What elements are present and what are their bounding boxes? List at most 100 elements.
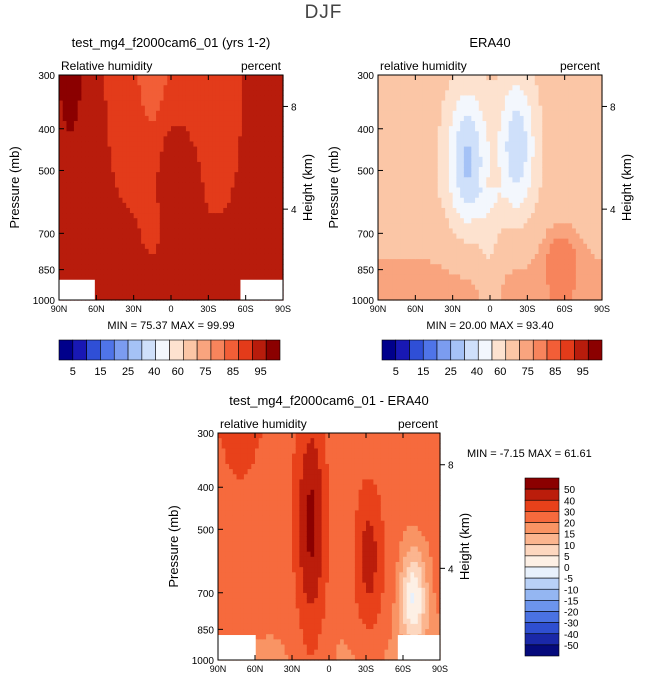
panel-1-cell <box>182 284 187 291</box>
panel-2-cell <box>512 248 517 255</box>
panel-1-cell <box>204 100 209 107</box>
panel-2-cell <box>430 253 435 260</box>
panel-2-cell <box>538 172 543 178</box>
panel-1-cell <box>219 131 224 137</box>
panel-1-cell <box>137 172 142 178</box>
panel-2-cell <box>493 161 499 168</box>
panel-2-cell <box>404 75 409 81</box>
panel-2-cell <box>553 182 558 189</box>
panel-1-cell <box>182 238 187 245</box>
panel-1-cell <box>81 75 86 81</box>
panel-1-cell <box>197 243 202 250</box>
panel-2-cell <box>564 100 569 107</box>
panel-2-cell <box>456 218 461 224</box>
panel-1-cell <box>85 187 90 194</box>
panel-1-cell <box>182 75 187 81</box>
panel-1-cell <box>85 151 90 158</box>
panel-1-cell <box>185 279 191 286</box>
panel-2-cell <box>441 238 446 245</box>
panel-2-cell <box>512 85 517 91</box>
panel-2-cell <box>430 136 435 143</box>
panel-2-cell <box>568 269 573 276</box>
panel-2-cell <box>538 243 543 250</box>
panel-1-cell <box>219 75 224 81</box>
panel-1-cell <box>178 253 183 260</box>
panel-2-cell <box>519 182 525 189</box>
panel-2-cell <box>467 126 472 132</box>
panel-1-cell <box>178 90 183 97</box>
panel-1-cell <box>122 228 127 235</box>
panel-1-cell <box>167 279 172 286</box>
panel-1-cell <box>185 161 191 168</box>
panel-1-cell <box>241 233 247 240</box>
panel-2-cell <box>542 243 547 250</box>
panel-1-cell <box>148 172 153 178</box>
panel-2-cell <box>400 192 405 199</box>
panel-1-cell <box>279 202 284 209</box>
panel-1-cell <box>111 207 116 214</box>
panel-1-cell <box>182 289 187 296</box>
panel-1-cell <box>215 151 221 158</box>
panel-2-cell <box>516 151 521 158</box>
panel-1-cell <box>189 177 194 183</box>
panel-2-cell <box>527 187 532 194</box>
panel-1-cell <box>167 253 172 260</box>
panel-2-cell <box>419 248 424 255</box>
panel-1-cell <box>107 243 112 250</box>
panel-2-cell <box>519 238 525 245</box>
panel-2-cell <box>389 105 394 112</box>
panel-1-cell <box>189 75 194 81</box>
panel-1-cell <box>73 248 79 255</box>
panel-1-cell <box>126 197 131 204</box>
panel-1-cell <box>88 100 94 107</box>
panel-1-cell <box>126 90 131 97</box>
panel-1-cell <box>204 284 209 291</box>
panel-2-cell <box>486 141 491 148</box>
panel-2-cell <box>471 141 476 148</box>
panel-1-cell <box>73 264 79 270</box>
panel-1-cell <box>126 95 131 102</box>
panel-2-cell <box>471 121 476 127</box>
colorbar-1-label: 60 <box>172 366 184 378</box>
panel-1-cell <box>88 274 94 281</box>
panel-2-cell <box>557 80 562 86</box>
panel-1-cell <box>88 187 94 194</box>
panel-1-cell <box>249 187 254 194</box>
panel-1-cell <box>223 156 228 163</box>
panel-2-cell <box>504 85 510 91</box>
panel-2-cell <box>504 182 510 189</box>
panel-1-cell <box>167 100 172 107</box>
panel-1-cell <box>223 161 228 168</box>
panel-1-cell <box>275 131 280 137</box>
panel-1-cell <box>212 151 217 158</box>
panel-2-cell <box>392 131 398 137</box>
panel-1-cell <box>96 289 101 296</box>
panel-1-cell <box>163 187 168 194</box>
panel-1-cell <box>159 294 165 301</box>
panel-1-cell <box>62 126 68 132</box>
panel-1-cell <box>264 177 269 183</box>
panel-2-cell <box>422 85 428 91</box>
panel-1-cell <box>126 177 131 183</box>
panel-1-cell <box>208 126 213 132</box>
panel-1-cell <box>144 90 150 97</box>
panel-1-cell <box>171 167 176 173</box>
panel-1-cell <box>185 136 191 143</box>
panel-1-cell <box>253 90 258 97</box>
panel-2-cell <box>437 274 443 281</box>
panel-1-cell <box>204 253 209 260</box>
panel-2-cell <box>411 80 416 86</box>
panel-1-cell <box>88 126 94 132</box>
panel-2-cell <box>381 95 387 102</box>
panel-2-cell <box>508 156 513 163</box>
panel-2-cell <box>475 259 480 265</box>
panel-1-cell <box>185 85 191 91</box>
panel-1-cell <box>174 202 180 209</box>
panel-2-cell <box>407 182 413 189</box>
panel-1-cell <box>253 182 258 189</box>
panel-2-cell <box>430 218 435 224</box>
panel-1-cell <box>234 223 239 230</box>
panel-2-cell <box>504 197 510 204</box>
panel-2-cell <box>452 136 457 143</box>
panel-1-cell <box>77 172 82 178</box>
